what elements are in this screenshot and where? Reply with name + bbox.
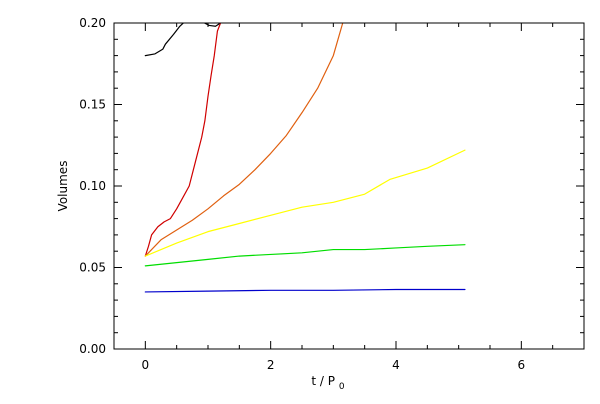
- x-tick-label: 6: [518, 358, 526, 372]
- series-line-5: [144, 244, 466, 267]
- x-axis-label-subscript: 0: [339, 382, 345, 392]
- y-tick-label: 0.15: [79, 98, 106, 112]
- y-tick-label: 0.10: [79, 179, 106, 193]
- x-axis-label-main: t / P: [311, 374, 335, 388]
- ticks-layer: 0 2 4 6 0.00 0.05 0.10 0.15 0.20: [79, 16, 585, 372]
- x-axis-label: t / P 0: [311, 374, 344, 392]
- series-line-4: [144, 149, 466, 257]
- series-line-6: [144, 288, 466, 293]
- series-line-3: [144, 23, 344, 257]
- y-axis-label: Volumes: [56, 161, 70, 212]
- series-line-2: [144, 23, 222, 257]
- plot-frame: [113, 22, 585, 350]
- x-tick-label: 2: [267, 358, 275, 372]
- y-tick-label: 0.20: [79, 16, 106, 30]
- y-tick-label: 0.00: [79, 342, 106, 356]
- x-tick-label: 4: [392, 358, 400, 372]
- y-tick-label: 0.05: [79, 261, 106, 275]
- x-tick-label: 0: [142, 358, 150, 372]
- series-layer: [144, 23, 466, 293]
- series-line-1: [144, 23, 222, 57]
